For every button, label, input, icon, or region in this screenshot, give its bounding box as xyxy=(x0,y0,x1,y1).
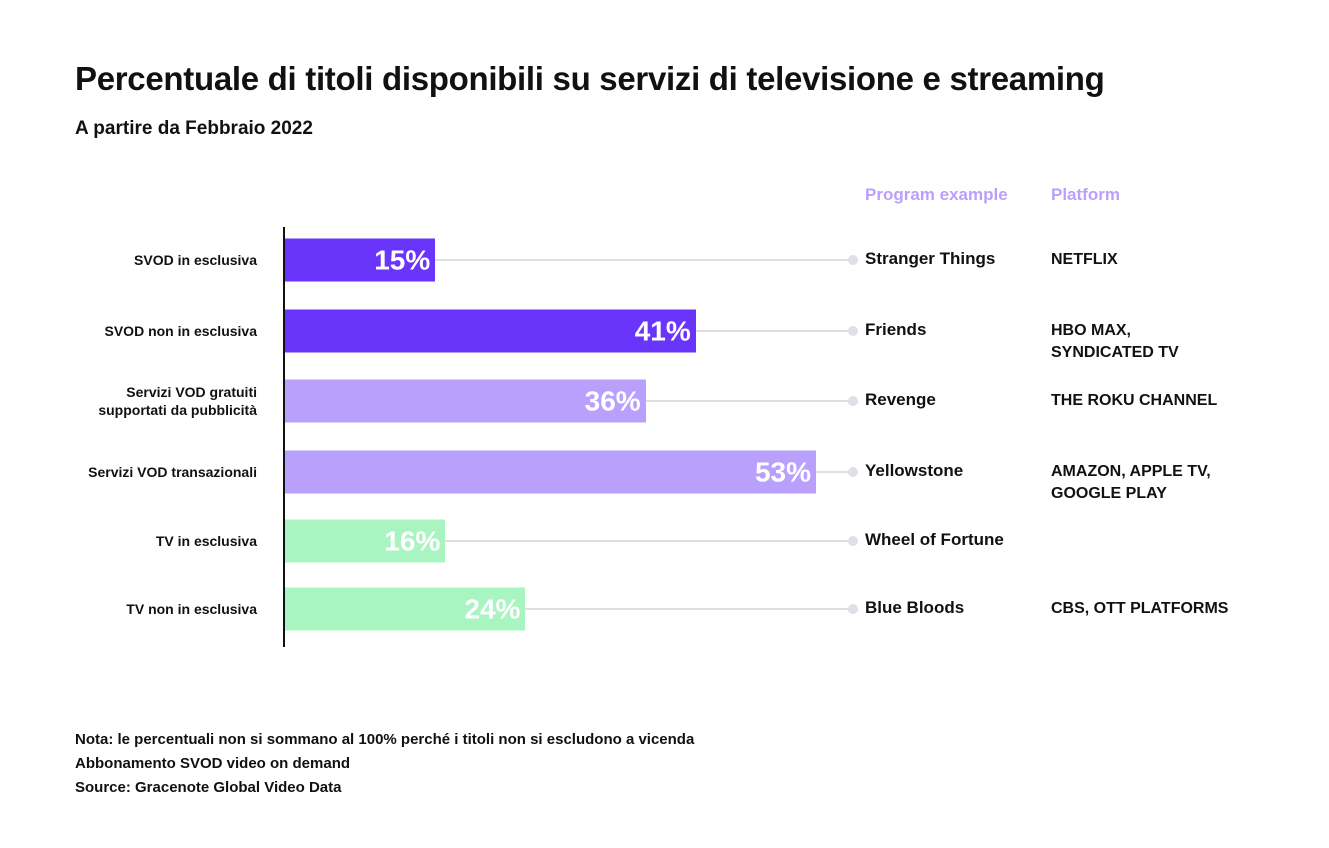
program-example: Stranger Things xyxy=(865,249,996,268)
connector-line xyxy=(645,400,852,402)
connector-line xyxy=(445,540,852,542)
program-example: Friends xyxy=(865,320,927,339)
category-label: TV in esclusiva xyxy=(155,533,257,549)
platform-label: CBS, OTT PLATFORMS xyxy=(1051,600,1229,617)
bar-value-label: 24% xyxy=(464,593,521,624)
connector-dot xyxy=(848,326,858,336)
program-example: Revenge xyxy=(865,390,936,409)
bar-value-label: 53% xyxy=(754,456,811,487)
connector-dot xyxy=(848,396,858,406)
bar: 24% xyxy=(285,587,526,631)
connector-dot xyxy=(848,604,858,614)
program-column-header: Program example xyxy=(865,185,1008,204)
y-axis-line xyxy=(283,227,285,647)
category-label: Servizi VOD transazionali xyxy=(88,464,257,480)
footnote: Abbonamento SVOD video on demand xyxy=(75,755,351,772)
chart-subtitle: A partire da Febbraio 2022 xyxy=(75,118,313,139)
program-example: Blue Bloods xyxy=(865,598,965,617)
connector-line xyxy=(816,471,852,473)
connector-line xyxy=(695,330,852,332)
bar: 16% xyxy=(285,519,446,563)
connector-dot xyxy=(848,255,858,265)
platform-column-header: Platform xyxy=(1051,185,1120,204)
program-example: Wheel of Fortune xyxy=(865,530,1004,549)
footnote: Nota: le percentuali non si sommano al 1… xyxy=(75,731,695,748)
bar: 36% xyxy=(285,379,646,423)
category-label: SVOD in esclusiva xyxy=(134,252,257,268)
connector-dot xyxy=(848,536,858,546)
footnotes: Nota: le percentuali non si sommano al 1… xyxy=(75,728,694,800)
platform-label: AMAZON, APPLE TV, GOOGLE PLAY xyxy=(1051,463,1211,502)
bar-value-label: 36% xyxy=(584,385,641,416)
bar: 53% xyxy=(285,450,816,494)
bar: 41% xyxy=(285,309,696,353)
connector-line xyxy=(435,259,852,261)
platform-label: HBO MAX, SYNDICATED TV xyxy=(1051,322,1179,361)
chart-title: Percentuale di titoli disponibili su ser… xyxy=(75,60,1105,97)
category-label: SVOD non in esclusiva xyxy=(104,323,258,339)
footnote: Source: Gracenote Global Video Data xyxy=(75,779,342,796)
connector-line xyxy=(525,608,852,610)
bar-value-label: 15% xyxy=(374,244,431,275)
connector-dot xyxy=(848,467,858,477)
bar-value-label: 16% xyxy=(384,525,441,556)
bar-value-label: 41% xyxy=(634,315,691,346)
category-label: TV non in esclusiva xyxy=(126,601,257,617)
platform-label: NETFLIX xyxy=(1051,251,1118,268)
platform-label: THE ROKU CHANNEL xyxy=(1051,392,1218,409)
program-example: Yellowstone xyxy=(865,461,964,480)
category-label: Servizi VOD gratuiti supportati da pubbl… xyxy=(98,384,257,418)
bar: 15% xyxy=(285,238,436,282)
